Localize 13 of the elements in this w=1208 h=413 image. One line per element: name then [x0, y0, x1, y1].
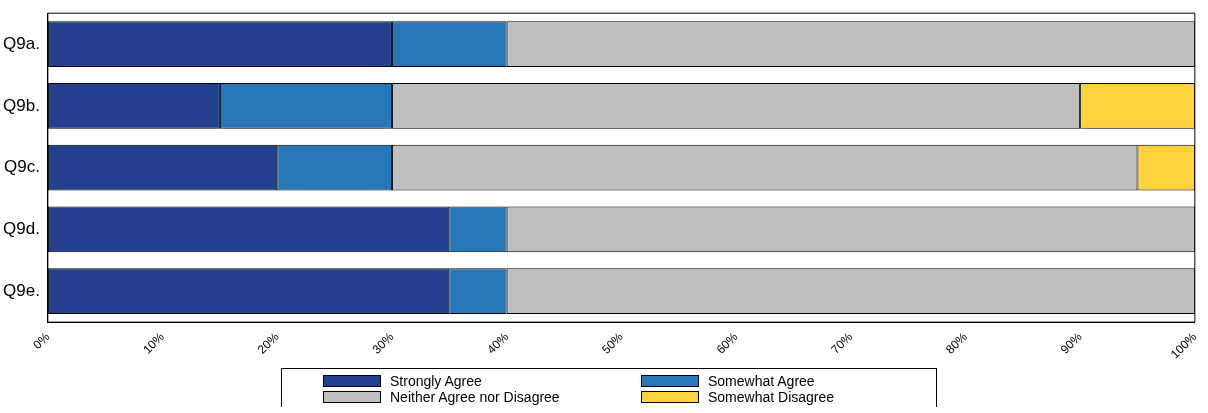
x-tick-label: 60%: [713, 329, 741, 357]
x-tick-label: 70%: [828, 329, 856, 357]
legend-label: Somewhat Disagree: [708, 389, 835, 405]
y-tick-label: Q9e.: [3, 280, 40, 300]
y-tick-label: Q9c.: [3, 157, 40, 177]
legend-label: Strongly Agree: [390, 373, 482, 389]
y-tick-label: Q9a.: [3, 33, 40, 53]
y-tick-label: Q9d.: [3, 219, 40, 239]
y-tick-label: Q9b.: [3, 95, 40, 115]
x-tick-label: 40%: [484, 329, 512, 357]
legend-label: Neither Agree nor Disagree: [390, 389, 560, 405]
x-tick-label: 0%: [30, 329, 53, 352]
legend-label: Somewhat Agree: [708, 373, 815, 389]
